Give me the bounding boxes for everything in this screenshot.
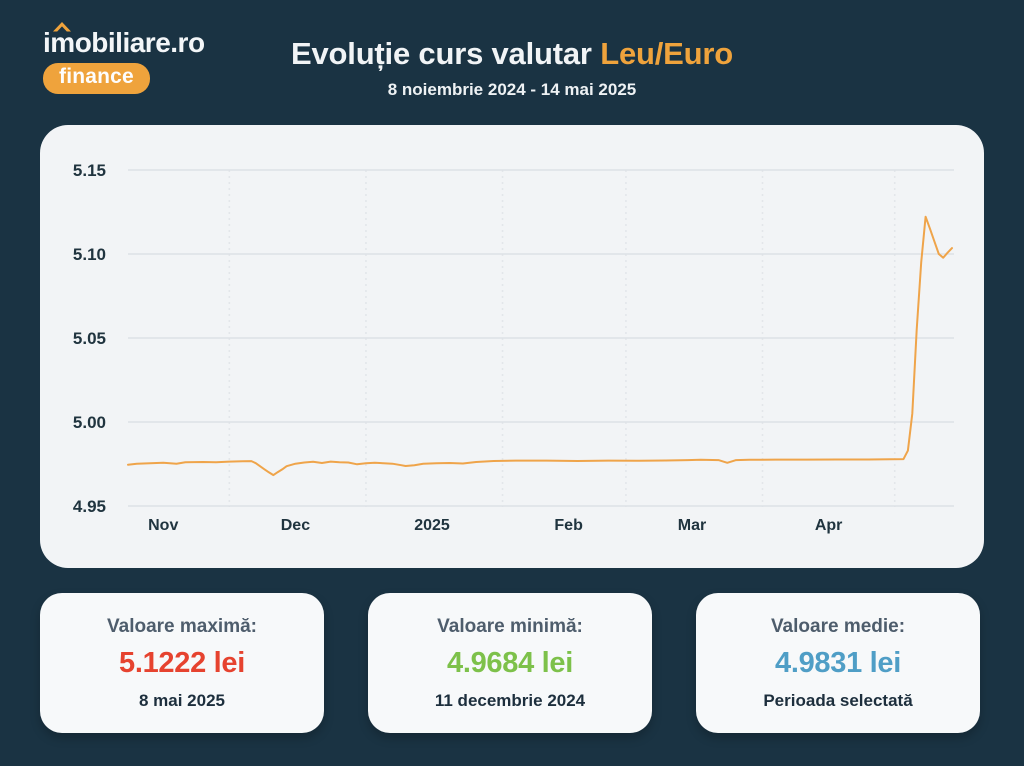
x-axis-label: Feb [554, 517, 583, 534]
stat-value-min: 4.9684 lei [447, 646, 573, 679]
stat-caption: Perioada selectată [763, 690, 913, 710]
stat-card-min: Valoare minimă: 4.9684 lei 11 decembrie … [368, 593, 652, 733]
exchange-rate-chart: 5.15 5.10 5.05 5.00 4.95 Nov Dec 2025 Feb Mar Apr [73, 161, 954, 534]
page-title-accent: Leu/Euro [600, 36, 733, 71]
stat-label: Valoare maximă: [107, 615, 257, 637]
y-tick-label: 5.10 [73, 245, 106, 264]
y-tick-label: 4.95 [73, 497, 106, 516]
page-title: Evoluție curs valutar Leu/Euro [0, 36, 1024, 72]
stat-caption: 8 mai 2025 [138, 690, 225, 710]
x-axis-label: Mar [678, 517, 706, 534]
x-axis-label: Dec [281, 517, 310, 534]
logo-wordmark: i mobiliare.ro [43, 22, 205, 59]
x-axis-label: Nov [148, 517, 178, 534]
stat-card-max: Valoare maximă: 5.1222 lei 8 mai 2025 [40, 593, 324, 733]
header: Evoluție curs valutar Leu/Euro 8 noiembr… [0, 36, 1024, 100]
x-axis-label: 2025 [414, 517, 450, 534]
stat-card-avg: Valoare medie: 4.9831 lei Perioada selec… [696, 593, 980, 733]
stat-label: Valoare medie: [770, 615, 906, 637]
stat-label: Valoare minimă: [437, 615, 583, 637]
chart-panel: 5.15 5.10 5.05 5.00 4.95 Nov Dec 2025 Feb Mar Apr [40, 125, 984, 568]
page-subtitle: 8 noiembrie 2024 - 14 mai 2025 [387, 80, 637, 99]
stat-value-max: 5.1222 lei [119, 646, 245, 679]
x-axis-label: Apr [815, 517, 843, 534]
logo-suffix: obiliare.ro [74, 27, 205, 58]
page-title-text: Evoluție curs valutar [291, 36, 601, 71]
stat-value-avg: 4.9831 lei [775, 646, 901, 679]
stat-caption: 11 decembrie 2024 [434, 690, 586, 710]
finance-badge: finance [43, 62, 150, 94]
y-tick-label: 5.05 [73, 329, 106, 348]
logo-prefix: i [43, 27, 51, 58]
exchange-rate-line [127, 215, 953, 477]
brand-logo: i mobiliare.ro finance [43, 22, 205, 94]
y-tick-label: 5.15 [73, 161, 106, 180]
y-tick-label: 5.00 [73, 413, 106, 432]
